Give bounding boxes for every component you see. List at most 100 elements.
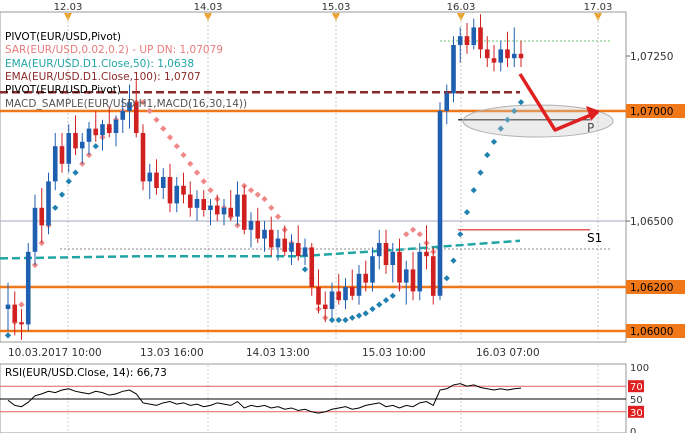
sar-dot (477, 169, 484, 176)
time-label: 13.03 16:00 (140, 347, 204, 359)
candle-body (430, 256, 436, 296)
legend-entry: PIVOT(EUR/USD,Pivot) (5, 84, 121, 96)
price-axis: 1,07250 1,07000 1,06500 1,06200 1,06000 (626, 51, 685, 338)
candle-body (93, 128, 99, 136)
candle-body (221, 207, 227, 215)
candle-body (329, 291, 335, 309)
sar-dot (369, 305, 376, 313)
legend-entry: EMA(EUR/USD.D1.Close,100): 1,0707 (5, 71, 201, 83)
candle-body (397, 251, 402, 283)
sar-dot (166, 134, 174, 141)
s1-label: S1 (587, 231, 602, 245)
sar-dot (207, 187, 214, 194)
candle-body (73, 133, 78, 149)
sar-dot (355, 312, 363, 319)
rsi-line (7, 383, 522, 414)
candle-body (201, 199, 207, 210)
sar-dot (92, 143, 99, 150)
candle-body (336, 291, 342, 301)
candle-body (39, 207, 45, 226)
sar-dot (146, 107, 153, 115)
candle-body (390, 251, 396, 265)
candle-body (356, 273, 362, 296)
candle-body (5, 304, 11, 309)
sar-dot (335, 316, 342, 324)
candle-body (349, 287, 355, 296)
time-axis: 10.03.2017 10:00 13.03 16:00 14.03 13:00 15… (8, 347, 540, 359)
sar-dot (52, 204, 59, 211)
price-tick-label: 1,06500 (630, 216, 673, 228)
candle-body (154, 172, 159, 188)
candle-body (181, 185, 186, 195)
candle-body (478, 27, 483, 50)
forecast-arrowhead (586, 106, 600, 121)
top-date-label: 14.03 (194, 2, 223, 13)
price-tick-label: 1,06000 (630, 326, 673, 338)
price-tick-label: 1,07000 (630, 106, 673, 118)
sar-dot (362, 310, 369, 317)
candle-body (214, 205, 220, 215)
forecast-arrow (518, 73, 599, 132)
sar-dot (153, 116, 160, 123)
sar-dot (160, 125, 167, 132)
top-date-label: 16.03 (447, 2, 476, 13)
candle-body (444, 93, 450, 111)
rsi-tick-bg (628, 405, 644, 418)
candle-body (46, 181, 51, 226)
candle-body (511, 53, 517, 59)
candle-body (282, 238, 288, 252)
candle-body (410, 269, 416, 292)
rsi-label: RSI(EUR/USD.Close, 14): 66,73 (5, 367, 167, 379)
legend-entry: PIVOT(EUR/USD,Pivot) (5, 31, 121, 43)
legend-entry: SAR(EUR/USD,0.02,0.2) - UP DN: 1,07079 (5, 44, 223, 56)
candle-body (457, 36, 463, 45)
sar-dot (349, 314, 356, 321)
legend-entry: EMA(EUR/USD.D1.Close,50): 1,0638 (5, 58, 194, 70)
candle-body (316, 287, 321, 305)
sar-dot (200, 178, 207, 185)
price-tag-bg (626, 324, 685, 338)
candle-body (86, 128, 92, 142)
sar-dot (389, 292, 396, 299)
candle-body (174, 185, 180, 204)
candle-body (66, 133, 72, 164)
candle-body (491, 58, 497, 63)
candle-body (363, 273, 369, 283)
candle-body (127, 102, 132, 111)
sar-dot (301, 266, 309, 273)
candle-body (518, 53, 524, 59)
sar-dot (139, 99, 147, 106)
sar-dot (187, 160, 194, 167)
candles (5, 14, 524, 340)
candle-body (187, 194, 193, 208)
sar-dot (443, 275, 450, 282)
candle-body (484, 49, 490, 59)
candle-body (25, 251, 31, 325)
time-label: 15.03 10:00 (362, 347, 426, 359)
candle-body (309, 247, 315, 287)
candle-body (437, 111, 443, 296)
candle-body (505, 49, 510, 59)
candle-body (343, 287, 348, 301)
candle-body (235, 194, 240, 217)
price-tick-label: 1,06200 (630, 282, 673, 294)
sar-dot (65, 178, 72, 185)
price-tick-label: 1,07250 (630, 51, 673, 63)
candle-body (19, 322, 24, 325)
candle-body (383, 243, 389, 265)
time-label: 10.03.2017 10:00 (8, 347, 102, 359)
candle-body (79, 141, 85, 149)
top-date-label: 17.03 (584, 2, 613, 13)
sar-dot (274, 213, 282, 220)
rsi-tick-label: 30 (630, 408, 643, 419)
candle-body (113, 119, 119, 133)
rsi-tick-label: 70 (630, 382, 643, 393)
candle-body (241, 194, 247, 230)
candle-body (167, 177, 173, 204)
rsi-tick-label: 0 (630, 427, 636, 433)
candle-body (302, 247, 308, 257)
sar-dot (173, 143, 180, 150)
price-tag-bg (626, 104, 685, 118)
rsi-tick-bg (628, 380, 644, 393)
